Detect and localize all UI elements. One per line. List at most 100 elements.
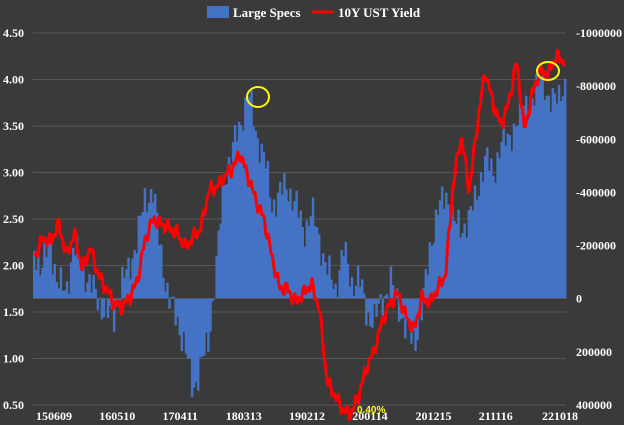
left-tick-label: 4.00 <box>3 73 24 87</box>
large-specs-bar <box>250 90 253 299</box>
large-specs-bar <box>377 298 380 304</box>
large-specs-bar <box>535 73 538 299</box>
right-tick-label: -1000000 <box>576 26 622 40</box>
large-specs-bar <box>293 201 296 299</box>
large-specs-bar <box>201 298 204 357</box>
large-specs-bar <box>53 263 56 299</box>
large-specs-bar <box>522 106 526 299</box>
large-specs-bar <box>481 181 485 299</box>
left-tick-label: 4.50 <box>3 26 24 40</box>
large-specs-bar <box>172 296 175 299</box>
x-tick-label: 211116 <box>479 409 513 423</box>
right-tick-label: -800000 <box>576 79 616 93</box>
large-specs-bar <box>112 298 116 333</box>
large-specs-bar <box>520 114 524 299</box>
large-specs-bar <box>92 274 95 299</box>
large-specs-bar <box>164 291 167 299</box>
large-specs-bar <box>199 298 202 358</box>
large-specs-bar <box>385 294 389 299</box>
large-specs-bar <box>363 293 366 299</box>
large-specs-bar <box>153 193 157 299</box>
large-specs-bar <box>449 225 452 299</box>
large-specs-bar <box>94 288 97 299</box>
large-specs-bar <box>256 138 259 299</box>
large-specs-bar <box>465 237 468 299</box>
large-specs-bar <box>192 298 196 388</box>
large-specs-bar <box>438 200 442 299</box>
large-specs-bar <box>287 201 290 299</box>
large-specs-bar <box>559 101 563 299</box>
large-specs-bar <box>500 141 503 299</box>
large-specs-bar <box>299 210 302 299</box>
large-specs-bar <box>82 263 85 299</box>
large-specs-bar <box>430 245 434 299</box>
large-specs-bar <box>531 98 534 299</box>
large-specs-bar <box>86 282 89 299</box>
large-specs-bar <box>504 145 507 299</box>
large-specs-bar <box>188 298 192 359</box>
large-specs-bar <box>266 160 270 299</box>
large-specs-bar <box>486 147 489 299</box>
large-specs-bar <box>137 215 140 299</box>
large-specs-bar <box>309 216 313 299</box>
large-specs-bar <box>285 189 288 299</box>
large-specs-bar <box>49 242 52 299</box>
large-specs-bar <box>547 95 550 299</box>
large-specs-bar <box>170 297 173 299</box>
legend-swatch-large-specs <box>207 6 229 18</box>
large-specs-bar <box>324 262 327 299</box>
large-specs-bar <box>563 78 567 299</box>
large-specs-bar <box>240 125 243 299</box>
x-tick-label: 160510 <box>99 409 135 423</box>
large-specs-bar <box>551 87 555 299</box>
legend-label-large-specs: Large Specs <box>233 5 301 20</box>
large-specs-bar <box>252 126 255 299</box>
large-specs-bar <box>383 296 386 299</box>
large-specs-bar <box>397 298 401 322</box>
large-specs-bar <box>59 267 63 299</box>
large-specs-bar <box>527 119 530 299</box>
large-specs-bar <box>561 96 565 299</box>
large-specs-bar <box>123 277 126 299</box>
large-specs-bar <box>67 293 71 299</box>
large-specs-bar <box>533 105 536 299</box>
large-specs-bar <box>227 156 231 299</box>
large-specs-bar <box>63 290 67 299</box>
large-specs-bar <box>494 182 497 299</box>
large-specs-bar <box>432 243 436 299</box>
large-specs-bar <box>436 214 440 299</box>
large-specs-bar <box>367 298 370 313</box>
large-specs-bar <box>166 282 169 299</box>
large-specs-bar <box>529 99 532 299</box>
large-specs-bar <box>291 210 294 299</box>
large-specs-bar <box>149 189 153 299</box>
large-specs-bar <box>326 274 329 299</box>
large-specs-bar <box>426 274 430 299</box>
large-specs-bar <box>543 100 546 299</box>
large-specs-bar <box>61 290 65 299</box>
right-tick-label: -600000 <box>576 132 616 146</box>
legend: Large Specs 10Y UST Yield <box>207 5 421 20</box>
large-specs-bar <box>496 152 499 299</box>
large-specs-bar <box>484 155 487 299</box>
large-specs-bar <box>340 250 343 299</box>
large-specs-bar <box>248 96 251 299</box>
large-specs-bar <box>453 221 456 299</box>
large-specs-bar <box>272 199 276 299</box>
large-specs-bar <box>512 123 516 299</box>
large-specs-bar <box>100 298 104 320</box>
large-specs-bar <box>295 190 298 299</box>
large-specs-bar <box>379 294 382 299</box>
left-tick-label: 2.50 <box>3 212 24 226</box>
large-specs-bar <box>451 205 454 299</box>
large-specs-bar <box>178 298 181 336</box>
large-specs-bar <box>356 265 360 299</box>
large-specs-bar <box>211 298 214 302</box>
large-specs-bar <box>65 281 69 299</box>
large-specs-bar <box>88 274 91 299</box>
large-specs-bar <box>471 210 475 299</box>
large-specs-bar <box>90 292 93 299</box>
large-specs-bar <box>369 298 372 327</box>
large-specs-bar <box>233 125 237 299</box>
